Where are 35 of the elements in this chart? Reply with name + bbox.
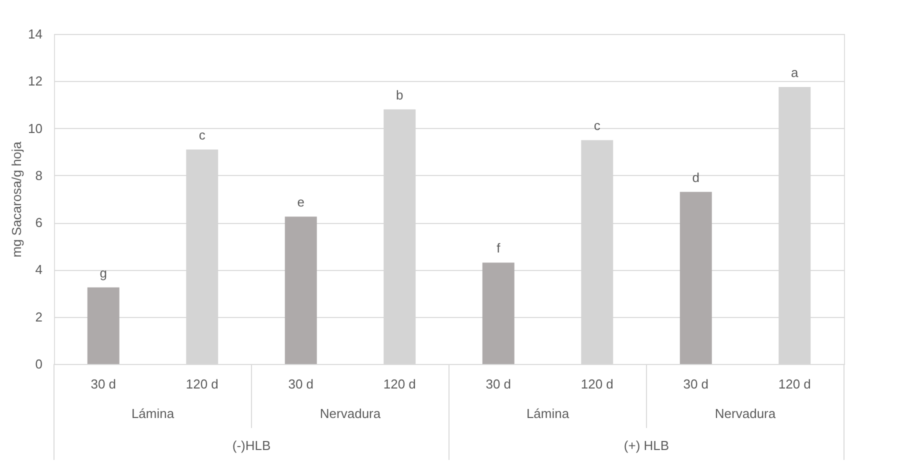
text: Nervadura: [320, 406, 382, 421]
y-tick-label: 10: [28, 120, 42, 136]
data-label: c: [198, 128, 206, 142]
data-label: c: [594, 118, 601, 134]
bar: [284, 216, 317, 364]
bar: [87, 287, 120, 364]
text: (+) HLB: [624, 438, 670, 453]
y-tick-label: 12: [28, 74, 42, 89]
y-tick-label: 0: [35, 356, 42, 372]
data-label: f: [496, 240, 501, 256]
x-tick-label: 120 d: [186, 376, 218, 392]
text: Nervadura: [714, 406, 776, 421]
bar: [482, 262, 514, 364]
y-tick-label: 4: [35, 262, 42, 278]
text: (-)HLB: [232, 438, 271, 453]
x-tick-label: 30 d: [486, 376, 512, 392]
text: Lámina: [526, 406, 570, 421]
data-label: d: [692, 170, 700, 185]
x-tick-label: 120 d: [778, 376, 811, 392]
x-tick-label: 30 d: [683, 376, 709, 392]
y-tick-label: 6: [35, 215, 42, 230]
data-label: g: [100, 265, 107, 280]
x-tick-label: 30 d: [90, 376, 116, 392]
y-axis-title: mg Sacarosa/g hoja: [9, 140, 24, 258]
data-label: e: [297, 194, 304, 210]
y-tick-label: 14: [28, 26, 42, 42]
x-tick-label: 30 d: [288, 376, 314, 392]
data-label: a: [791, 65, 800, 80]
bar: [680, 192, 712, 364]
text: Lámina: [131, 406, 175, 421]
y-tick-label: 8: [35, 168, 42, 183]
y-tick-label: 2: [35, 309, 42, 324]
data-label: b: [396, 87, 404, 102]
x-tick-label: 120 d: [580, 376, 614, 392]
x-tick-label: 120 d: [383, 376, 416, 392]
